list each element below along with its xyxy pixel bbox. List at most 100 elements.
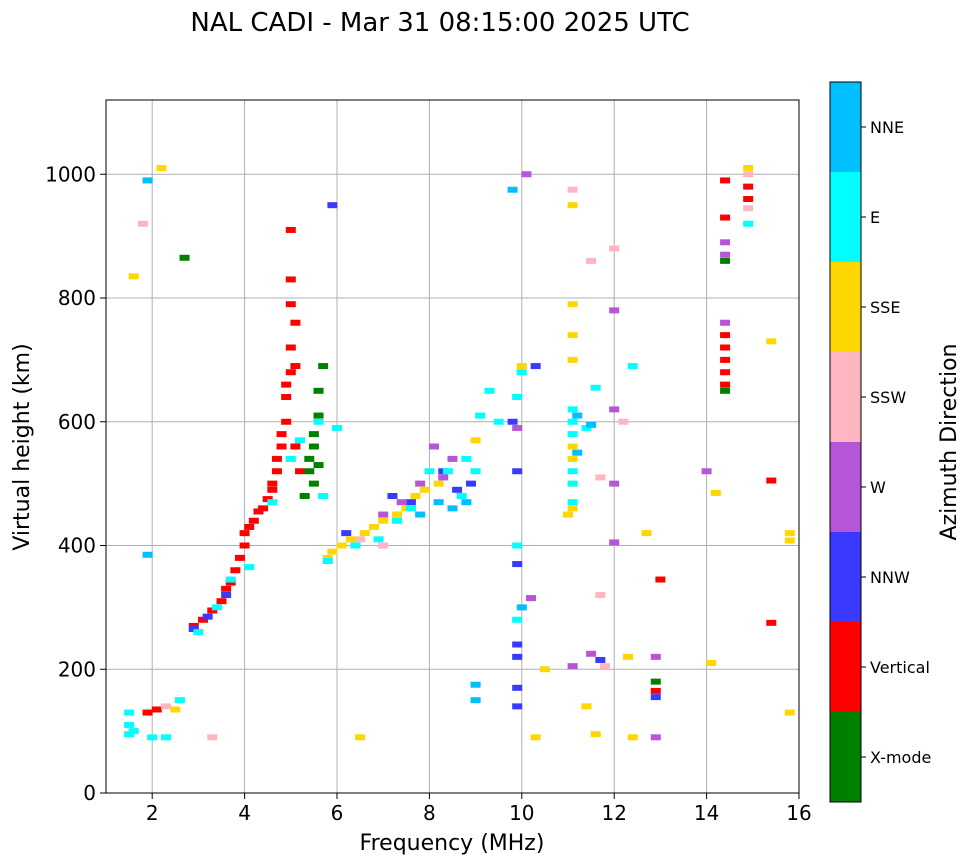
data-point (216, 598, 227, 605)
data-point (378, 517, 389, 524)
series-vertical (142, 177, 777, 716)
colorbar-segment (830, 532, 861, 622)
data-point (170, 706, 181, 713)
data-point (262, 496, 273, 503)
data-point (281, 381, 292, 388)
series-w (378, 171, 731, 741)
data-point (267, 499, 278, 506)
data-point (281, 394, 292, 400)
data-point (225, 579, 236, 586)
data-point (142, 177, 153, 184)
data-point (345, 536, 356, 543)
x-tick-label: 10 (509, 801, 534, 825)
series-nnw (188, 202, 661, 710)
y-axis-label: Virtual height (km) (10, 343, 35, 550)
data-point (313, 387, 324, 394)
data-point (539, 666, 550, 673)
colorbar-tick-label: Vertical (870, 658, 930, 677)
colorbar-frame (829, 81, 862, 803)
data-point (641, 530, 652, 537)
data-point (322, 557, 333, 564)
data-point (567, 186, 578, 193)
data-point (285, 455, 296, 462)
data-point (720, 319, 731, 326)
data-point (567, 301, 578, 308)
x-tick-label: 12 (601, 801, 626, 825)
y-axis-ticks: 0 200 400 600 800 1000 (45, 162, 106, 805)
data-point (221, 592, 232, 598)
data-point (720, 356, 731, 363)
data-point (285, 226, 296, 233)
y-tick-label: 1000 (45, 162, 96, 186)
colorbar-tick-label: SSE (870, 298, 900, 317)
data-point (743, 205, 754, 212)
data-point (285, 276, 296, 283)
chart-title: NAL CADI - Mar 31 08:15:00 2025 UTC (190, 8, 689, 38)
series-ssw (137, 171, 754, 741)
x-tick-label: 8 (423, 801, 436, 825)
data-point (308, 480, 319, 487)
data-point (271, 468, 282, 475)
data-point (378, 542, 389, 549)
data-point (318, 363, 329, 370)
colorbar-segment (830, 442, 861, 532)
data-point (516, 369, 527, 376)
colorbar-label: Azimuth Direction (937, 343, 962, 540)
data-point (512, 561, 523, 568)
data-point (295, 437, 306, 444)
data-point (470, 697, 481, 704)
data-point (124, 731, 135, 738)
data-point (387, 493, 398, 499)
colorbar-segment (830, 622, 861, 712)
data-point (743, 183, 754, 190)
data-point (475, 412, 486, 419)
data-point (424, 468, 435, 475)
colorbar-tick-label: NNE (870, 118, 904, 137)
data-point (595, 656, 606, 663)
data-point (267, 486, 278, 493)
series-x-mode (179, 254, 731, 685)
data-point (308, 431, 319, 438)
data-point (271, 455, 282, 462)
data-point (313, 418, 324, 425)
data-point (526, 595, 537, 602)
data-point (650, 653, 661, 660)
data-point (563, 511, 573, 518)
data-point (567, 480, 578, 487)
data-point (304, 455, 315, 462)
colorbar-segment (830, 82, 861, 172)
data-point (290, 363, 301, 370)
data-point (512, 424, 523, 431)
colorbar-segment (830, 262, 861, 352)
data-point (207, 734, 218, 741)
data-point (586, 650, 597, 657)
data-point (530, 734, 541, 741)
data-point (650, 694, 661, 701)
data-point (461, 455, 472, 462)
series-e (124, 220, 754, 741)
data-point (221, 585, 232, 592)
data-point (595, 474, 606, 481)
data-point (332, 424, 342, 431)
data-point (442, 468, 453, 475)
y-tick-label: 600 (58, 410, 96, 434)
data-point (567, 431, 578, 438)
data-point (447, 455, 458, 462)
y-tick-label: 0 (83, 781, 96, 805)
data-point (142, 551, 153, 558)
data-point (392, 511, 403, 518)
x-axis-ticks: 2 4 6 8 10 12 14 16 (146, 793, 812, 825)
data-point (720, 387, 731, 394)
data-point (322, 554, 333, 561)
data-point (470, 437, 481, 444)
data-point (392, 517, 403, 524)
data-point (438, 474, 449, 481)
data-point (567, 499, 578, 506)
data-point (507, 418, 518, 425)
data-point (516, 363, 527, 370)
data-point (470, 681, 481, 688)
data-point (766, 619, 777, 626)
data-point (784, 709, 795, 716)
data-point (567, 468, 578, 475)
